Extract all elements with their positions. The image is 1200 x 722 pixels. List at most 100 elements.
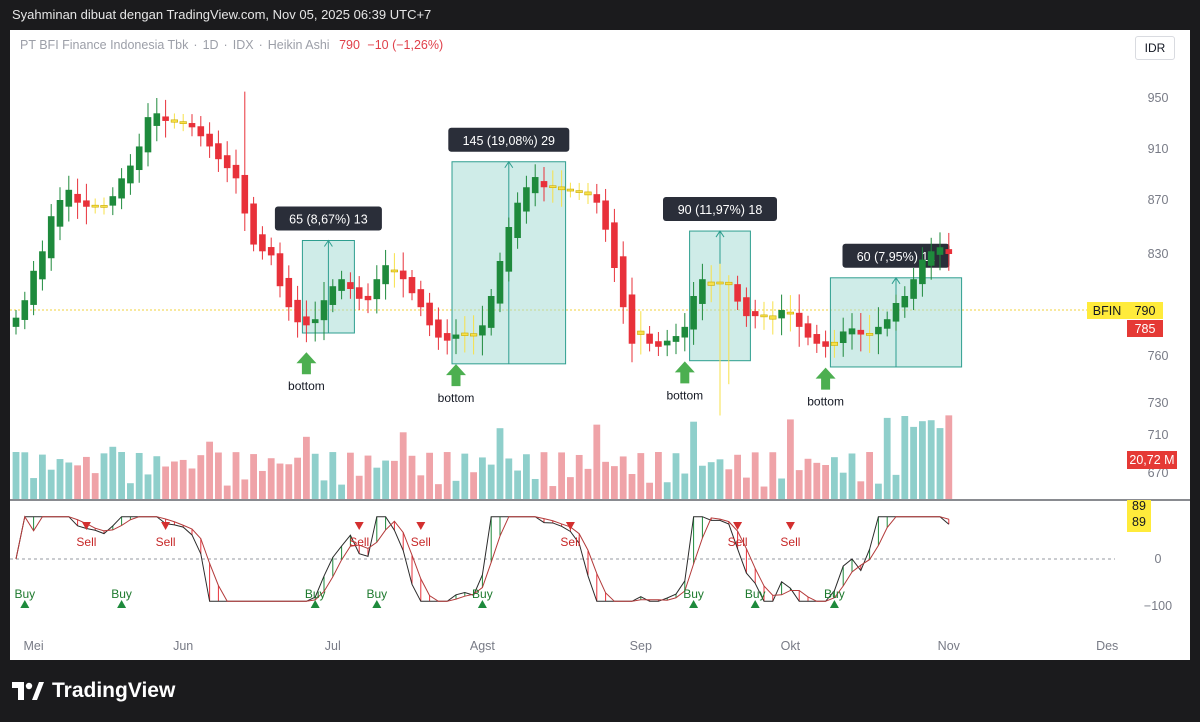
sell-signal-label: Sell xyxy=(780,535,800,549)
volume-bar xyxy=(276,463,284,499)
candle-body xyxy=(294,299,301,323)
volume-bar xyxy=(707,462,715,499)
price-tick-label: 670 xyxy=(1148,466,1169,480)
bottom-annotation: bottom xyxy=(666,388,703,402)
oscillator-signal-line xyxy=(15,515,949,602)
symbol-tag-bg xyxy=(1087,302,1127,319)
candle-body xyxy=(566,188,574,192)
volume-bar xyxy=(690,421,697,499)
bottom-arrow-icon xyxy=(815,367,836,390)
volume-bar xyxy=(21,452,29,499)
candle-body xyxy=(857,329,865,335)
legend-interval[interactable]: 1D xyxy=(202,38,219,52)
legend-chart-style[interactable]: Heikin Ashi xyxy=(267,38,330,52)
symbol-tag-text: BFIN xyxy=(1093,304,1121,318)
candle-body xyxy=(320,300,328,321)
oscillator-tick-label: −100 xyxy=(1144,599,1172,613)
candle-body xyxy=(118,178,125,199)
candle-body xyxy=(786,311,794,315)
candle-body xyxy=(496,261,504,304)
volume-bar xyxy=(30,478,37,499)
candle-body xyxy=(760,314,768,318)
tradingview-logo[interactable]: TradingView xyxy=(12,678,175,704)
candle-body xyxy=(707,281,715,286)
volume-bar xyxy=(646,482,653,499)
volume-bar xyxy=(725,469,733,499)
volume-bar xyxy=(813,462,821,499)
buy-triangle-icon xyxy=(372,600,382,608)
candle-body xyxy=(179,121,187,124)
candle-body xyxy=(795,312,803,327)
volume-bar xyxy=(892,474,900,499)
candle-body xyxy=(347,282,354,289)
volume-bar xyxy=(769,452,777,499)
volume-bar xyxy=(303,436,310,499)
candle-body xyxy=(373,279,381,300)
sell-signal-label: Sell xyxy=(349,535,369,549)
volume-bar xyxy=(505,458,513,499)
volume-bar xyxy=(655,452,662,499)
volume-bar xyxy=(945,415,953,499)
candle-body xyxy=(778,310,785,319)
volume-bar xyxy=(232,452,240,499)
volume-bar xyxy=(743,477,750,499)
candle-body xyxy=(303,316,310,326)
candle-body xyxy=(338,279,345,291)
candle-body xyxy=(734,284,741,302)
volume-bar xyxy=(162,466,169,499)
volume-bar xyxy=(470,472,477,499)
candle-body xyxy=(628,294,636,344)
volume-bar xyxy=(540,452,548,499)
volume-bar xyxy=(822,465,829,499)
candle-body xyxy=(540,181,548,188)
volume-bar xyxy=(839,472,847,499)
price-series xyxy=(12,91,953,416)
volume-bar xyxy=(487,464,495,499)
buy-triangle-icon xyxy=(477,600,487,608)
candle-body xyxy=(329,286,337,305)
candle-body xyxy=(364,295,372,301)
candle-body xyxy=(848,328,856,335)
volume-bar xyxy=(804,458,812,499)
chart-canvas[interactable]: 65 (8,67%) 13 145 (19,08%) 29 90 (11,97%) … xyxy=(10,30,1190,660)
candle-body xyxy=(461,332,469,336)
candle-body xyxy=(276,253,284,287)
candle-body xyxy=(602,200,609,230)
volume-bar xyxy=(171,461,178,499)
candle-body xyxy=(892,303,900,322)
candle-body xyxy=(549,185,557,189)
volume-bar xyxy=(267,458,275,499)
legend-symbol[interactable]: PT BFI Finance Indonesia Tbk xyxy=(20,38,189,52)
volume-bar xyxy=(831,457,838,499)
candle-body xyxy=(839,331,847,344)
sell-signal-label: Sell xyxy=(560,535,580,549)
candle-body xyxy=(637,330,645,335)
candle-body xyxy=(619,256,627,308)
volume-bar xyxy=(901,416,909,499)
volume-bar xyxy=(74,465,81,499)
buy-signal-label: Buy xyxy=(472,587,493,601)
candle-body xyxy=(927,251,935,266)
chart-panel[interactable]: 65 (8,67%) 13 145 (19,08%) 29 90 (11,97%) … xyxy=(10,30,1190,660)
candle-body xyxy=(883,319,891,329)
prev-price-tag: 785 xyxy=(1135,322,1156,336)
measurement-label-bg xyxy=(274,206,382,231)
candle-body xyxy=(699,279,706,304)
buy-signal-label: Buy xyxy=(683,587,704,601)
candle-body xyxy=(936,247,944,255)
candle-body xyxy=(109,196,117,206)
currency-button[interactable]: IDR xyxy=(1135,36,1175,60)
volume-bar xyxy=(452,480,460,499)
candle-body xyxy=(822,341,829,347)
candle-body xyxy=(487,296,495,328)
candle-body xyxy=(267,247,275,256)
volume-bar xyxy=(848,453,856,499)
candle-body xyxy=(681,326,689,338)
volume-bar xyxy=(355,475,363,499)
volume-bar xyxy=(241,479,249,499)
candle-body xyxy=(259,234,266,252)
candle-body xyxy=(197,126,205,137)
sell-triangle-icon xyxy=(565,522,575,530)
candle-body xyxy=(91,204,99,208)
bottom-arrow-icon xyxy=(674,361,695,384)
